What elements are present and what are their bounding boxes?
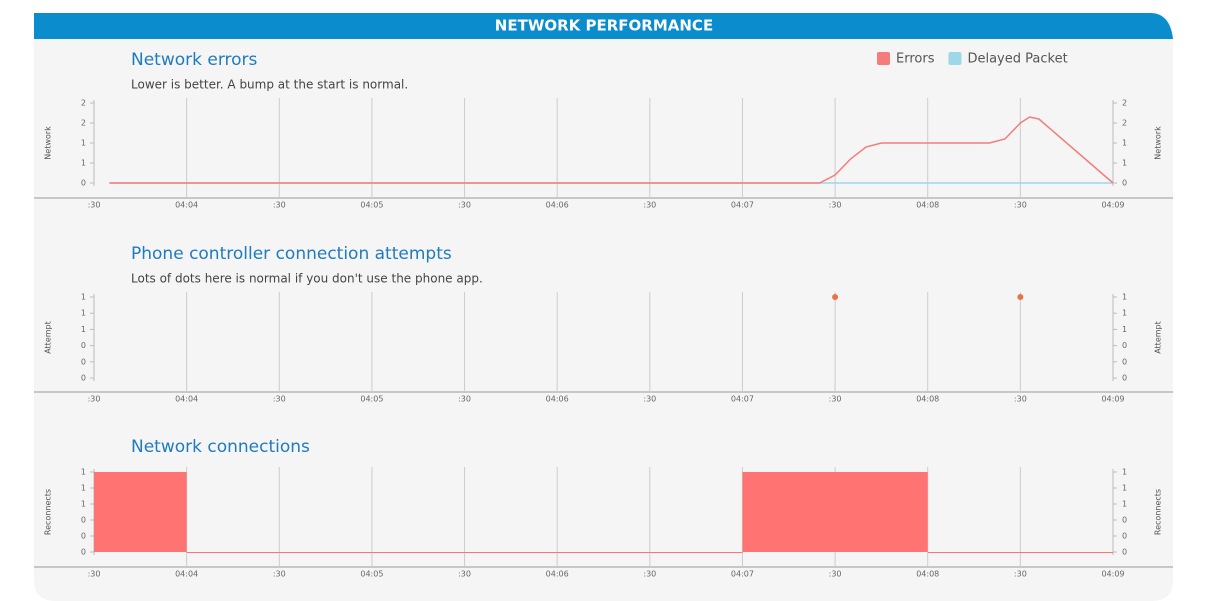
y2-tick-label: 0 <box>1122 548 1127 557</box>
area-step <box>186 552 743 553</box>
x-tick-label: :30 <box>458 395 471 404</box>
y2-tick-label: 0 <box>1122 516 1127 525</box>
chart-title: Network errors <box>131 50 258 70</box>
y2-tick-label: 2 <box>1122 119 1127 128</box>
y2-tick-label: 0 <box>1122 179 1127 188</box>
y-tick-label: 0 <box>81 374 86 383</box>
series-line <box>109 116 1114 184</box>
y-tick-label: 0 <box>81 357 86 366</box>
x-tick-label: :30 <box>88 395 101 404</box>
x-tick-label: :30 <box>273 395 286 404</box>
x-tick-label: 04:09 <box>1101 570 1124 579</box>
y-axis-label: Reconnects <box>44 489 53 535</box>
legend-swatch <box>948 52 962 65</box>
x-tick-label: 04:08 <box>916 570 939 579</box>
x-tick-label: :30 <box>643 570 656 579</box>
x-tick-label: 04:04 <box>175 395 198 404</box>
x-tick-label: 04:07 <box>731 395 754 404</box>
y-tick-label: 0 <box>81 179 86 188</box>
area-step <box>927 552 1113 553</box>
y2-tick-label: 0 <box>1122 374 1127 383</box>
y2-axis-label: Reconnects <box>1154 489 1163 535</box>
y-tick-label: 2 <box>81 99 86 108</box>
x-tick-label: 04:08 <box>916 201 939 210</box>
y-tick-label: 1 <box>81 159 86 168</box>
x-tick-label: :30 <box>458 570 471 579</box>
y-tick-label: 1 <box>81 484 86 493</box>
y2-tick-label: 0 <box>1122 532 1127 541</box>
y2-tick-label: 1 <box>1122 325 1127 334</box>
x-tick-label: :30 <box>643 201 656 210</box>
x-tick-label: 04:06 <box>546 201 569 210</box>
y2-tick-label: 0 <box>1122 357 1127 366</box>
x-tick-label: :30 <box>88 570 101 579</box>
x-tick-label: 04:08 <box>916 395 939 404</box>
chart-title: Phone controller connection attempts <box>131 244 452 264</box>
y2-tick-label: 1 <box>1122 468 1127 477</box>
x-tick-label: 04:05 <box>360 201 383 210</box>
y-tick-label: 1 <box>81 468 86 477</box>
x-tick-label: :30 <box>829 395 842 404</box>
y2-tick-label: 1 <box>1122 484 1127 493</box>
y2-tick-label: 1 <box>1122 309 1127 318</box>
y-tick-label: 1 <box>81 500 86 509</box>
y-tick-label: 1 <box>81 325 86 334</box>
x-tick-label: 04:07 <box>731 570 754 579</box>
y-tick-label: 1 <box>81 309 86 318</box>
y2-tick-label: 1 <box>1122 139 1127 148</box>
y2-tick-label: 0 <box>1122 341 1127 350</box>
x-tick-label: :30 <box>458 201 471 210</box>
legend-label: Delayed Packet <box>967 52 1067 67</box>
x-tick-label: 04:04 <box>175 201 198 210</box>
y-tick-label: 0 <box>81 548 86 557</box>
x-tick-label: :30 <box>829 570 842 579</box>
y-axis-label: Network <box>44 126 53 160</box>
y2-tick-label: 1 <box>1122 500 1127 509</box>
chart-subtitle: Lots of dots here is normal if you don't… <box>131 272 483 286</box>
y-tick-label: 0 <box>81 341 86 350</box>
dot <box>1017 294 1024 300</box>
y-tick-label: 0 <box>81 516 86 525</box>
x-tick-label: :30 <box>1014 201 1027 210</box>
x-tick-label: :30 <box>88 201 101 210</box>
x-tick-label: 04:05 <box>360 570 383 579</box>
y-axis-label: Attempt <box>44 321 53 354</box>
x-tick-label: 04:09 <box>1101 395 1124 404</box>
y-tick-label: 2 <box>81 119 86 128</box>
y2-axis-label: Network <box>1154 126 1163 160</box>
x-tick-label: :30 <box>1014 395 1027 404</box>
y-tick-label: 1 <box>81 139 86 148</box>
x-tick-label: :30 <box>273 201 286 210</box>
y-tick-label: 0 <box>81 532 86 541</box>
x-tick-label: 04:04 <box>175 570 198 579</box>
x-tick-label: 04:06 <box>546 395 569 404</box>
header-title: NETWORK PERFORMANCE <box>495 17 713 35</box>
header-bar <box>34 13 1173 39</box>
y2-axis-label: Attempt <box>1154 321 1163 354</box>
chart-subtitle: Lower is better. A bump at the start is … <box>131 78 408 92</box>
legend-label: Errors <box>896 52 935 67</box>
y2-tick-label: 2 <box>1122 99 1127 108</box>
x-tick-label: 04:07 <box>731 201 754 210</box>
x-tick-label: :30 <box>643 395 656 404</box>
chart-title: Network connections <box>131 437 310 457</box>
legend-swatch <box>877 52 890 65</box>
x-tick-label: 04:09 <box>1101 201 1124 210</box>
area-step <box>94 472 187 552</box>
x-tick-label: :30 <box>829 201 842 210</box>
dot <box>832 294 839 300</box>
area-step <box>742 472 928 552</box>
x-tick-label: :30 <box>1014 570 1027 579</box>
y2-tick-label: 1 <box>1122 293 1127 302</box>
x-tick-label: :30 <box>273 570 286 579</box>
x-tick-label: 04:06 <box>546 570 569 579</box>
x-tick-label: 04:05 <box>360 395 383 404</box>
panel <box>34 13 1173 601</box>
y2-tick-label: 1 <box>1122 159 1127 168</box>
y-tick-label: 1 <box>81 293 86 302</box>
